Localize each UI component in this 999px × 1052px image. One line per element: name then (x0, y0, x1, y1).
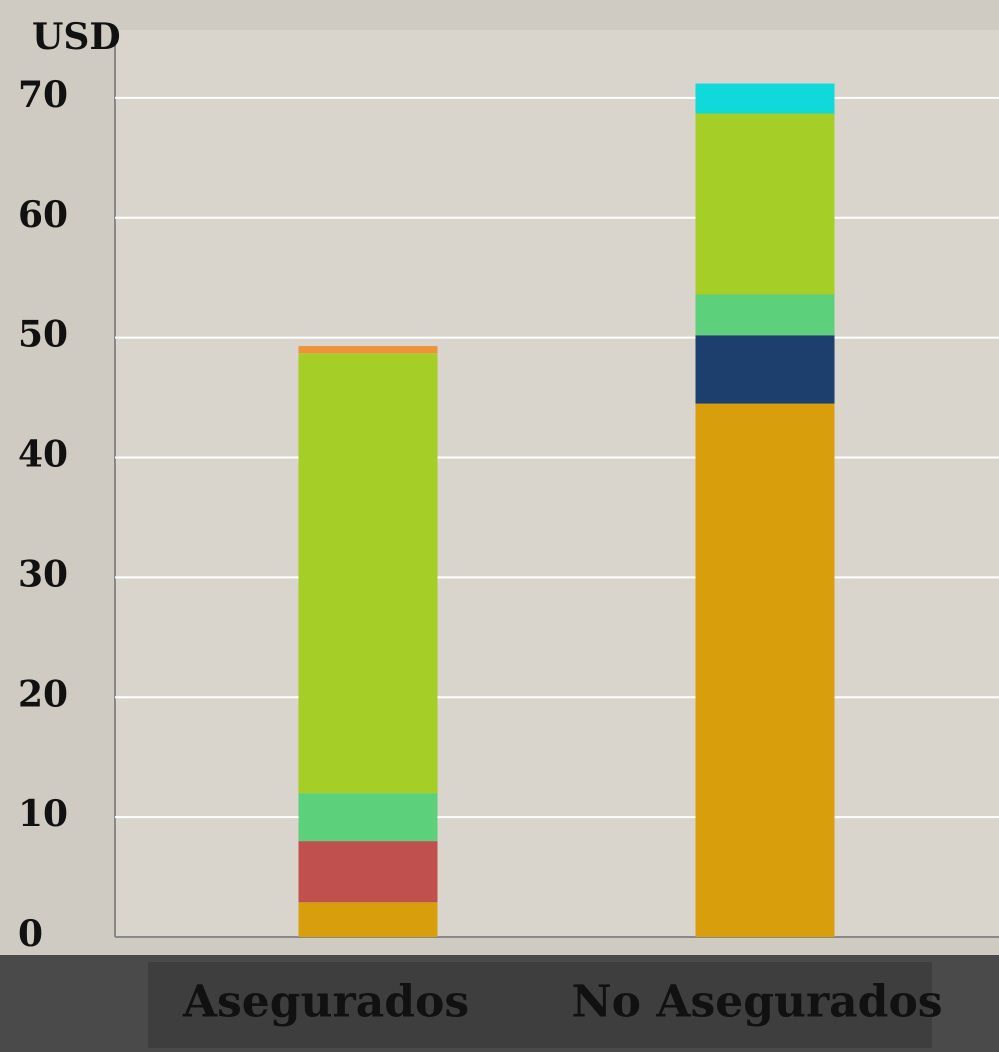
x-tick-label: Asegurados (182, 977, 469, 1028)
bar-segment (299, 902, 438, 937)
y-tick-label: 10 (18, 793, 68, 835)
bar-segment (696, 295, 835, 336)
bar-segment (299, 841, 438, 902)
y-tick-label: 50 (18, 314, 68, 356)
bar-segment (299, 346, 438, 353)
y-tick-label: 0 (18, 913, 43, 955)
y-tick-label: 70 (18, 74, 68, 116)
bar-segment (696, 84, 835, 114)
bar-segment (299, 353, 438, 793)
y-tick-label: 30 (18, 553, 68, 595)
y-axis-label: USD (32, 16, 121, 58)
bar-segment (696, 404, 835, 937)
bar-segment (696, 335, 835, 403)
y-tick-label: 60 (18, 194, 68, 236)
bar-segment (299, 793, 438, 841)
page: USD 0 10 20 30 40 50 60 70 Asegurados No Asegurad… (0, 0, 999, 1052)
y-tick-label: 20 (18, 673, 68, 715)
x-tick-label: No Asegurados (571, 977, 942, 1028)
bar-segment (696, 114, 835, 295)
chart: USD 0 10 20 30 40 50 60 70 Asegurados No Asegurad… (0, 0, 999, 1052)
y-tick-label: 40 (18, 434, 68, 476)
plot-area (115, 30, 999, 937)
